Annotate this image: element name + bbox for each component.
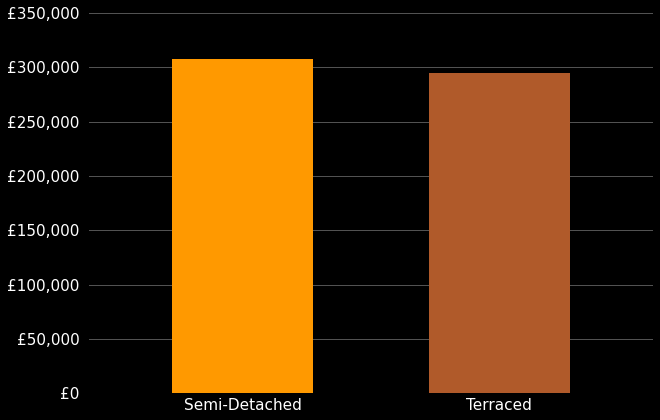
- Bar: [429, 73, 570, 393]
- Bar: [172, 58, 314, 393]
